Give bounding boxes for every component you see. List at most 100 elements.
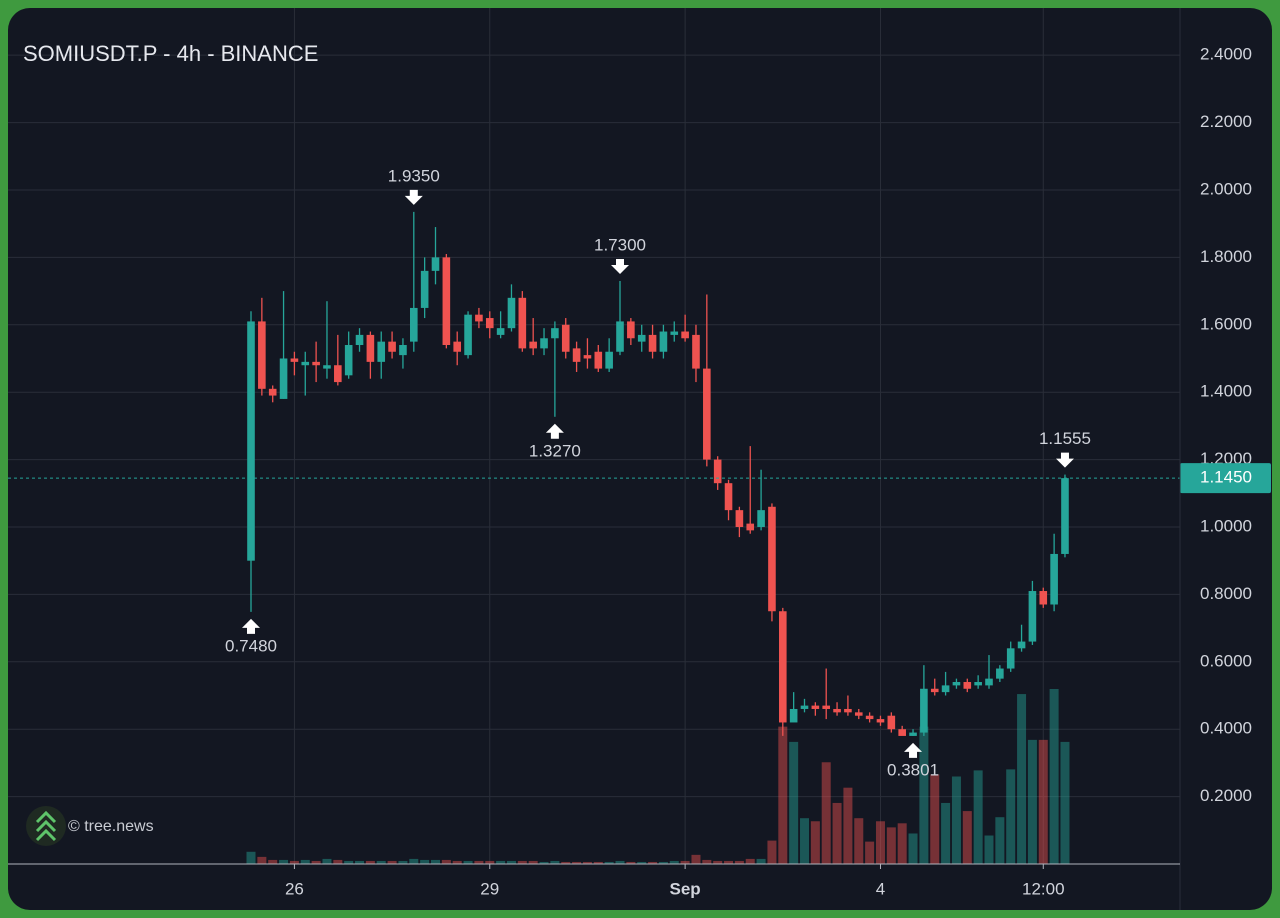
candle-body [344, 345, 353, 376]
volume-bar [572, 861, 582, 864]
volume-bar [669, 860, 679, 864]
candle-body [692, 334, 700, 369]
volume-bar [973, 770, 983, 864]
volume-bar [908, 833, 918, 864]
volume-bar [582, 861, 592, 864]
candle-body [453, 341, 462, 352]
last-price-label: 1.1450 [1200, 468, 1252, 487]
volume-bar [452, 860, 462, 864]
x-tick-label: Sep [670, 879, 701, 898]
volume-bar [604, 861, 614, 864]
candle-body [420, 270, 429, 308]
candle-body [681, 331, 689, 339]
x-tick-label: 12:00 [1022, 879, 1065, 898]
x-tick-label: 29 [480, 879, 499, 898]
volume-bar [300, 859, 310, 864]
candle-body [334, 365, 342, 383]
candle-body [768, 506, 776, 612]
logo [26, 806, 66, 846]
volume-layer [246, 689, 1070, 864]
volume-bar [376, 860, 386, 864]
volume-bar [941, 802, 951, 864]
volume-bar [626, 861, 636, 864]
candle-body [735, 510, 744, 527]
volume-bar [886, 827, 896, 864]
candle-body [974, 682, 982, 686]
volume-bar [1006, 769, 1016, 864]
volume-bar [995, 817, 1005, 864]
volume-bar [257, 856, 267, 864]
volume-bar [496, 860, 506, 864]
annotation-label: 1.3270 [529, 441, 581, 460]
volume-bar [398, 860, 408, 864]
watermark: © tree.news [68, 818, 154, 835]
volume-bar [637, 861, 647, 864]
volume-bar [875, 821, 885, 864]
volume-bar [528, 860, 538, 864]
y-tick-label: 0.4000 [1200, 719, 1252, 738]
volume-bar [561, 861, 571, 864]
volume-bar [680, 860, 690, 864]
volume-bar [550, 860, 560, 864]
volume-bar [246, 851, 256, 864]
volume-bar [344, 860, 354, 864]
candle-body [323, 365, 331, 369]
volume-bar [355, 860, 365, 864]
volume-bar [506, 860, 516, 864]
candle-body [366, 334, 375, 362]
candle-body [996, 668, 1004, 679]
candle-body [605, 351, 613, 369]
candle-body [941, 685, 950, 693]
candle-body [301, 361, 310, 366]
candle-body [496, 328, 505, 335]
candle-body [507, 297, 516, 329]
candle-body [399, 345, 407, 356]
candle-body [963, 682, 972, 689]
candle-body [1061, 478, 1069, 554]
y-tick-label: 0.8000 [1200, 584, 1252, 603]
arrow-down [404, 189, 423, 205]
annotation-label: 1.7300 [594, 235, 646, 254]
candle-body [290, 358, 299, 362]
candle-body [475, 314, 483, 322]
volume-bar [951, 776, 961, 864]
volume-bar [1060, 741, 1070, 864]
candle-body [409, 307, 418, 342]
candle-body [985, 678, 993, 686]
candle-body [876, 719, 885, 723]
volume-bar [930, 774, 940, 864]
candle-body [703, 368, 711, 460]
x-tick-label: 4 [876, 879, 885, 898]
volume-bar [854, 818, 864, 864]
y-tick-label: 2.4000 [1200, 45, 1252, 64]
volume-bar [593, 861, 603, 864]
candle-body [898, 729, 906, 736]
candle-body [616, 321, 624, 352]
volume-bar [897, 823, 907, 864]
candle-body [377, 341, 386, 362]
candle-body [279, 358, 288, 399]
candle-body [865, 715, 874, 720]
volume-bar [1017, 694, 1027, 864]
volume-bar [1049, 689, 1059, 864]
candle-body [811, 705, 820, 709]
volume-bar [431, 859, 441, 864]
y-tick-label: 1.0000 [1200, 516, 1252, 535]
candle-body [518, 297, 527, 349]
candle-body [800, 705, 809, 709]
volume-bar [778, 726, 788, 864]
arrow-up [545, 423, 564, 439]
volume-bar [409, 858, 419, 864]
volume-bar [615, 860, 625, 864]
annotation-label: 0.3801 [887, 760, 939, 779]
candle-body [561, 324, 570, 352]
candle-body [1028, 591, 1037, 642]
candle-body [442, 257, 451, 346]
candle-body [583, 355, 592, 359]
candle-body [778, 611, 787, 723]
last-price-box [1180, 463, 1271, 494]
candle-body [637, 334, 646, 342]
volume-bar [865, 841, 875, 864]
candle-body [540, 338, 548, 349]
volume-bar [821, 762, 831, 864]
